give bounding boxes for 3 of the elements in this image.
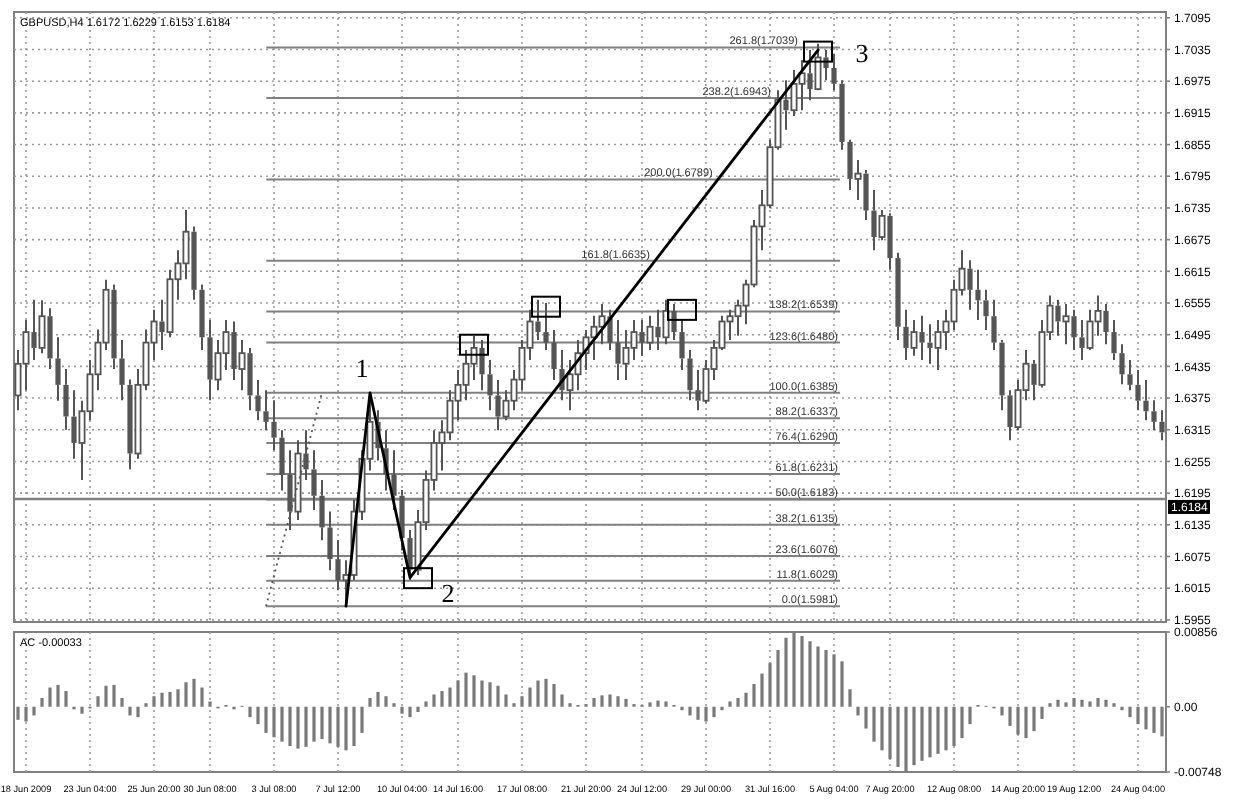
annotation: 1: [355, 352, 369, 383]
annotation: 2: [441, 577, 455, 608]
annotation: 3: [855, 38, 869, 69]
